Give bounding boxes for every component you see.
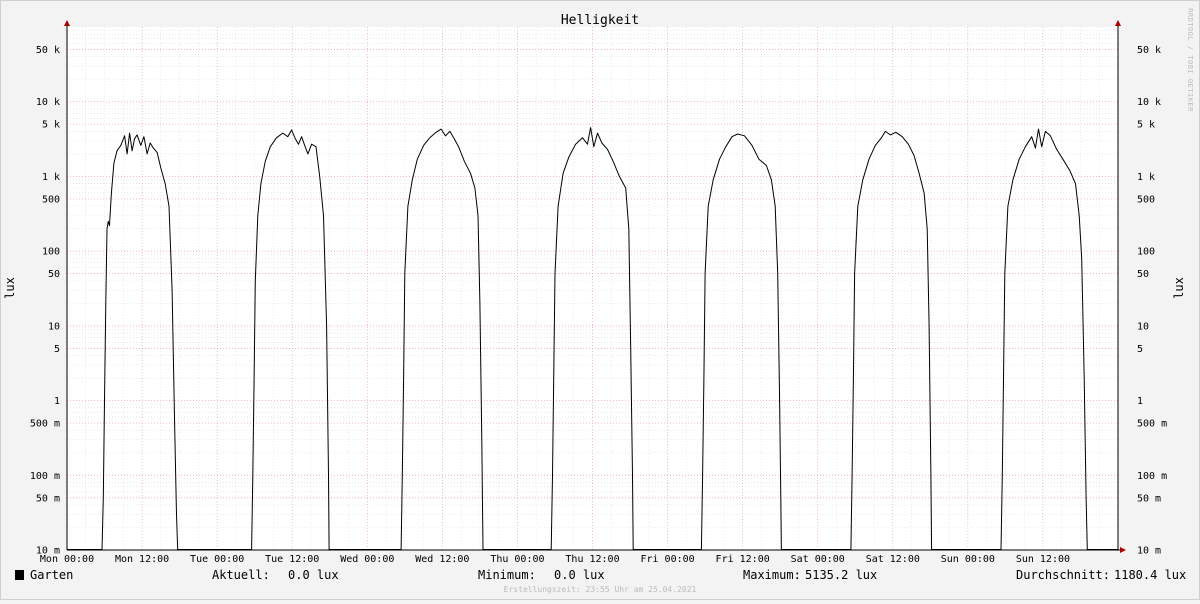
y-tick-label-left: 10 k (36, 97, 60, 108)
y-tick-label-right: 500 m (1137, 419, 1167, 430)
legend-series-name: Garten (30, 568, 73, 582)
x-tick-label: Fri 00:00 (640, 554, 694, 565)
y-tick-label-left: 5 k (42, 120, 60, 131)
y-axis-right-title: lux (1172, 277, 1186, 299)
y-axis-right-arrow-icon (1115, 20, 1121, 26)
y-tick-label-right: 50 m (1137, 493, 1161, 504)
y-tick-label-left: 500 m (30, 419, 60, 430)
legend-minimum-value: 0.0 lux (554, 568, 605, 582)
x-tick-label: Mon 00:00 (40, 554, 94, 565)
series-layer (67, 127, 1118, 551)
y-tick-label-right: 10 m (1137, 546, 1161, 557)
x-tick-label: Sat 00:00 (791, 554, 845, 565)
x-tick-label: Sat 12:00 (866, 554, 920, 565)
y-tick-label-left: 50 k (36, 45, 60, 56)
y-tick-label-left: 50 (48, 269, 60, 280)
chart-title: Helligkeit (561, 13, 639, 28)
series-line-garten-day-1 (101, 132, 179, 551)
legend-maximum-label: Maximum: (743, 568, 801, 582)
y-tick-label-left: 10 m (36, 546, 60, 557)
x-tick-label: Sun 00:00 (941, 554, 995, 565)
y-tick-label-right: 1 k (1137, 172, 1155, 183)
y-tick-label-left: 10 (48, 321, 60, 332)
y-tick-label-right: 100 m (1137, 471, 1167, 482)
rrdtool-watermark: RRDTOOL / TOBI OETIKER (1186, 8, 1194, 112)
y-axis-left-arrow-icon (64, 20, 70, 26)
legend-maximum-value: 5135.2 lux (805, 568, 877, 582)
legend-average-label: Durchschnitt: (1016, 568, 1110, 582)
x-tick-label: Mon 12:00 (115, 554, 169, 565)
y-tick-label-right: 100 (1137, 247, 1155, 258)
major-grid (67, 27, 1118, 551)
x-axis-arrow-icon (1120, 547, 1126, 553)
y-tick-label-right: 10 (1137, 321, 1149, 332)
series-line-garten-day-7 (1000, 128, 1088, 551)
y-tick-label-right: 5 (1137, 344, 1143, 355)
y-tick-label-left: 500 (42, 194, 60, 205)
x-tick-label: Sun 12:00 (1016, 554, 1070, 565)
axes (64, 20, 1126, 553)
legend-average-value: 1180.4 lux (1114, 568, 1186, 582)
y-tick-label-left: 1 k (42, 172, 60, 183)
x-tick-label: Tue 00:00 (190, 554, 244, 565)
series-line-garten-day-4 (550, 127, 634, 551)
x-axis-labels: Mon 00:00 Mon 12:00 Tue 00:00 Tue 12:00 Wed … (40, 554, 1070, 565)
legend-current-value: 0.0 lux (288, 568, 339, 582)
y-tick-label-left: 100 m (30, 471, 60, 482)
x-tick-label: Wed 12:00 (415, 554, 469, 565)
y-tick-label-right: 50 k (1137, 45, 1161, 56)
legend-current-label: Aktuell: (212, 568, 270, 582)
series-line-garten-day-2 (251, 129, 330, 551)
y-axis-right-labels: 50 k 10 k 5 k 1 k 500 100 50 10 5 1 500 m 100 m 50 m… (1137, 45, 1167, 557)
y-tick-label-left: 100 (42, 247, 60, 258)
x-tick-label: Tue 12:00 (265, 554, 319, 565)
y-tick-label-right: 10 k (1137, 97, 1161, 108)
legend-minimum-label: Minimum: (478, 568, 536, 582)
series-line-garten-day-3 (400, 128, 484, 551)
legend-swatch (15, 570, 24, 580)
x-tick-label: Wed 00:00 (340, 554, 394, 565)
y-axis-left-title: lux (3, 277, 17, 299)
creation-time-footer: Erstellungszeit: 23:55 Uhr am 25.04.2021 (504, 585, 697, 594)
y-tick-label-left: 1 (54, 396, 60, 407)
series-line-garten-day-5 (700, 133, 782, 551)
y-tick-label-right: 1 (1137, 396, 1143, 407)
series-line-garten-day-6 (850, 130, 933, 551)
y-tick-label-right: 50 (1137, 269, 1149, 280)
y-tick-label-left: 5 (54, 344, 60, 355)
x-tick-label: Fri 12:00 (716, 554, 770, 565)
y-tick-label-right: 500 (1137, 194, 1155, 205)
x-tick-label: Thu 00:00 (490, 554, 544, 565)
y-axis-left-labels: 50 k 10 k 5 k 1 k 500 100 50 10 5 1 500 m 100 m 50 m… (30, 45, 60, 557)
y-tick-label-left: 50 m (36, 493, 60, 504)
legend: Garten Aktuell: 0.0 lux Minimum: 0.0 lux… (15, 568, 1186, 582)
y-tick-label-right: 5 k (1137, 120, 1155, 131)
x-tick-label: Thu 12:00 (565, 554, 619, 565)
